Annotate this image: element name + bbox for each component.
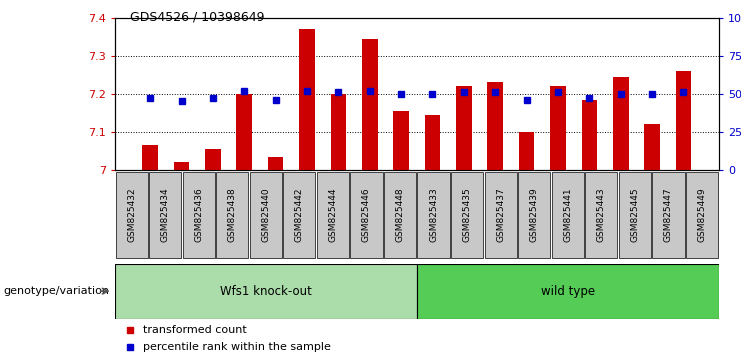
Text: GSM825435: GSM825435 [462, 188, 471, 242]
Bar [425, 115, 440, 170]
Text: percentile rank within the sample: percentile rank within the sample [142, 342, 330, 352]
Text: GSM825443: GSM825443 [597, 188, 606, 242]
Bar [393, 111, 409, 170]
FancyBboxPatch shape [585, 172, 617, 258]
Text: GSM825441: GSM825441 [563, 188, 572, 242]
Text: GSM825444: GSM825444 [328, 188, 337, 242]
FancyBboxPatch shape [552, 172, 584, 258]
Text: GSM825439: GSM825439 [530, 188, 539, 242]
FancyBboxPatch shape [250, 172, 282, 258]
FancyBboxPatch shape [451, 172, 483, 258]
FancyBboxPatch shape [182, 172, 215, 258]
Bar [613, 77, 628, 170]
Text: GSM825434: GSM825434 [161, 188, 170, 242]
Text: GSM825437: GSM825437 [496, 188, 505, 242]
FancyBboxPatch shape [149, 172, 182, 258]
FancyBboxPatch shape [652, 172, 685, 258]
Bar [299, 29, 315, 170]
Text: GSM825447: GSM825447 [664, 188, 673, 242]
Bar [268, 156, 284, 170]
Text: GSM825448: GSM825448 [396, 188, 405, 242]
Bar [488, 82, 503, 170]
FancyBboxPatch shape [283, 172, 316, 258]
Text: GSM825446: GSM825446 [362, 188, 371, 242]
Text: GSM825433: GSM825433 [429, 188, 438, 242]
Text: transformed count: transformed count [142, 325, 247, 335]
Bar [115, 264, 416, 319]
Text: genotype/variation: genotype/variation [4, 286, 110, 296]
FancyBboxPatch shape [686, 172, 718, 258]
FancyBboxPatch shape [384, 172, 416, 258]
FancyBboxPatch shape [518, 172, 551, 258]
Bar [362, 39, 378, 170]
Bar [519, 132, 534, 170]
Bar [142, 145, 158, 170]
Text: wild type: wild type [541, 285, 595, 298]
Bar [456, 86, 472, 170]
Text: Wfs1 knock-out: Wfs1 knock-out [220, 285, 312, 298]
FancyBboxPatch shape [417, 172, 450, 258]
FancyBboxPatch shape [216, 172, 248, 258]
Text: GSM825445: GSM825445 [631, 188, 639, 242]
Bar [416, 264, 719, 319]
Bar [676, 71, 691, 170]
Bar [582, 99, 597, 170]
Text: GSM825438: GSM825438 [227, 188, 237, 242]
Bar [550, 86, 566, 170]
Text: GSM825449: GSM825449 [697, 188, 706, 242]
Bar [644, 124, 660, 170]
FancyBboxPatch shape [619, 172, 651, 258]
Text: GSM825436: GSM825436 [194, 188, 203, 242]
Bar [205, 149, 221, 170]
FancyBboxPatch shape [350, 172, 382, 258]
Bar [330, 94, 346, 170]
Text: GSM825432: GSM825432 [127, 188, 136, 242]
Bar [236, 94, 252, 170]
Text: GSM825442: GSM825442 [295, 188, 304, 242]
FancyBboxPatch shape [317, 172, 349, 258]
FancyBboxPatch shape [116, 172, 147, 258]
FancyBboxPatch shape [485, 172, 516, 258]
Text: GSM825440: GSM825440 [262, 188, 270, 242]
Bar [173, 162, 190, 170]
Text: GDS4526 / 10398649: GDS4526 / 10398649 [130, 11, 265, 24]
